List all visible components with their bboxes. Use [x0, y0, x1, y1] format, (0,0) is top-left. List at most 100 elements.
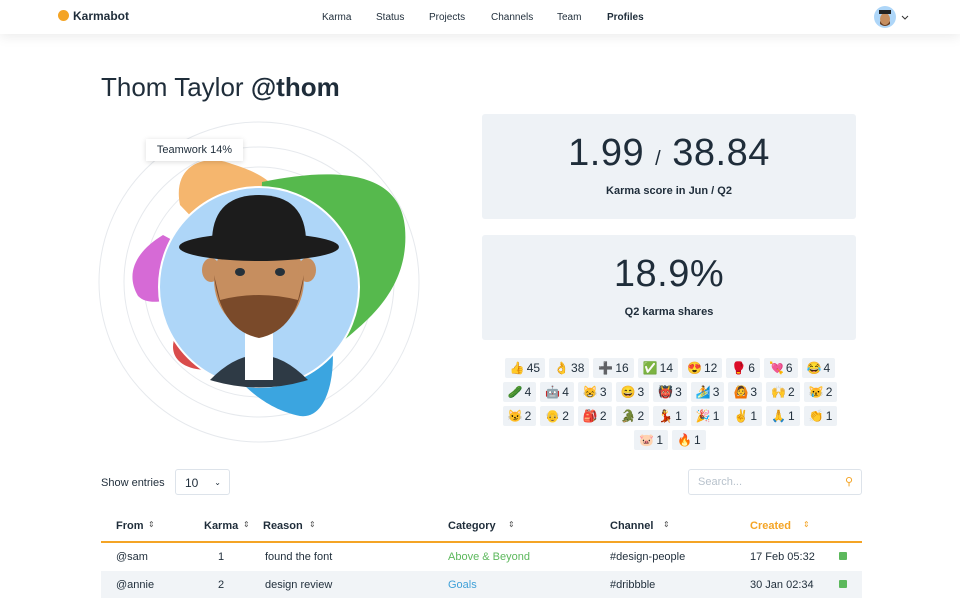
cell: 17 Feb 05:32	[750, 551, 815, 563]
reaction-emoji: 🐊	[620, 409, 636, 423]
cell: 1	[218, 551, 225, 563]
reaction-emoji: 🙏	[771, 409, 787, 423]
reaction-chip: 🐊 2	[615, 406, 650, 426]
karma-radar	[98, 121, 420, 443]
nav-link[interactable]: Karma	[322, 12, 352, 23]
stat-card: 1.99 / 38.84 Karma score in Jun / Q2	[482, 114, 856, 219]
reaction-chip: 😍 12	[682, 358, 723, 378]
cell: @sam	[116, 551, 148, 563]
reaction-count: 2	[637, 409, 645, 423]
tooltip: Teamwork 14%	[146, 139, 243, 161]
nav-link[interactable]: Team	[557, 12, 582, 23]
column-header[interactable]: From	[116, 520, 144, 532]
reaction-count: 3	[599, 385, 607, 399]
reaction-chip: 💃 1	[653, 406, 687, 426]
user-menu[interactable]	[873, 5, 913, 29]
reaction-count: 1	[712, 409, 720, 423]
reaction-emoji: 👌	[554, 361, 570, 375]
reaction-chip: 👍 45	[504, 358, 546, 378]
stat-value: 38.84	[672, 132, 770, 174]
page-size[interactable]: 10	[185, 476, 199, 490]
reaction-count: 45	[526, 361, 541, 375]
reaction-count: 1	[675, 409, 682, 423]
reaction-emoji: 🥊	[731, 361, 747, 375]
reaction-chip: 👴 2	[540, 406, 574, 426]
reaction-emoji: ✅	[642, 361, 658, 375]
reaction-chip: 🔥 1	[672, 430, 706, 450]
reaction-count: 3	[637, 385, 645, 399]
reaction-chip: ✌ 1	[728, 406, 763, 426]
column-header[interactable]: Created	[750, 520, 791, 532]
sort-icon[interactable]: ⇕	[148, 520, 155, 529]
nav-link[interactable]: Projects	[429, 12, 466, 23]
reaction-emoji: 😂	[806, 361, 822, 375]
reaction-count: 16	[615, 361, 629, 375]
reaction-emoji: 🎉	[695, 409, 711, 423]
cell: @annie	[116, 579, 155, 591]
column-header[interactable]: Reason	[263, 520, 303, 532]
reaction-emoji: 🔥	[677, 433, 692, 447]
sort-icon[interactable]: ⇕	[803, 520, 810, 529]
reaction-emoji: 😍	[687, 361, 702, 375]
reaction-chip: ➕ 16	[593, 358, 634, 378]
reaction-count: 3	[675, 385, 682, 399]
reaction-chip: ✅ 14	[637, 358, 678, 378]
thumbs-icon[interactable]	[839, 552, 847, 560]
reaction-emoji: 🙌	[771, 385, 787, 399]
search-input[interactable]: Search... ⚲	[688, 469, 862, 495]
navbar: Karmabot Karma Status Projects Channels Team…	[0, 0, 960, 34]
reaction-emoji: 💘	[768, 361, 784, 375]
reaction-count: 1	[656, 433, 663, 447]
reaction-emoji: 👏	[808, 409, 824, 423]
reaction-emoji: 😿	[808, 385, 824, 399]
reaction-emoji: 👍	[509, 361, 525, 375]
reaction-count: 2	[788, 385, 795, 399]
page-size-select[interactable]: 10 ⌄	[175, 469, 230, 495]
reaction-count: 2	[825, 385, 833, 399]
reaction-chip: 👹 3	[653, 382, 687, 402]
reaction-emoji: 💃	[658, 409, 674, 423]
reaction-chip: 🙆 3	[728, 382, 763, 402]
column-header[interactable]: Karma	[204, 520, 239, 532]
name: Thom Taylor	[101, 72, 244, 102]
reaction-chip: 💘 6	[763, 358, 798, 378]
nav-link[interactable]: Channels	[491, 12, 534, 23]
reaction-emoji: 🥒	[507, 385, 523, 399]
sort-icon[interactable]: ⇕	[243, 520, 250, 529]
reaction-emoji: 👴	[545, 409, 561, 423]
cell: Above & Beyond	[448, 551, 530, 563]
sort-icon[interactable]: ⇕	[309, 520, 316, 529]
reaction-count: 4	[823, 361, 831, 375]
column-header[interactable]: Category	[448, 520, 496, 532]
column-header[interactable]: Channel	[610, 520, 654, 532]
reactions: 👍 45 👌 38 ➕ 16 ✅ 14 😍 12 🥊 6 💘 6 😂 4 🥒 4 🤖 4 😸 3 😄 3 👹 3 🏄 3 🙆 3 🙌 2 😿 2 😼…	[490, 358, 850, 450]
cell: #design-people	[610, 551, 686, 563]
reaction-emoji: 🐷	[639, 433, 655, 447]
row-stripe	[101, 571, 862, 598]
sort-icon[interactable]: ⇕	[508, 520, 515, 529]
handle: @thom	[250, 72, 340, 102]
cell: design review	[265, 579, 333, 591]
stat-label: Q2 karma shares	[624, 306, 714, 318]
reaction-chip: 🏄 3	[690, 382, 725, 402]
thumbs-icon[interactable]	[839, 580, 847, 588]
brand-name[interactable]: Karmabot	[73, 9, 130, 23]
nav-link[interactable]: Status	[376, 12, 405, 23]
reaction-chip: 🥒 4	[502, 382, 537, 402]
brand[interactable]: Karmabot	[58, 9, 129, 23]
reaction-count: 1	[788, 409, 795, 423]
reaction-count: 1	[750, 409, 758, 423]
reaction-chip: 😼 2	[502, 406, 537, 426]
reaction-count: 14	[659, 361, 673, 375]
cell: 30 Jan 02:34	[750, 579, 814, 591]
reaction-chip: 👌 38	[549, 358, 590, 378]
reaction-chip: 😿 2	[803, 382, 838, 402]
reaction-count: 2	[524, 409, 532, 423]
search-placeholder[interactable]: Search...	[698, 476, 743, 488]
reaction-emoji: 🤖	[545, 385, 561, 399]
reaction-emoji: ➕	[598, 361, 614, 375]
reaction-chip: 🙏 1	[766, 406, 800, 426]
sort-icon[interactable]: ⇕	[663, 520, 670, 529]
cell: 2	[218, 579, 225, 591]
nav-link[interactable]: Profiles	[607, 12, 644, 23]
